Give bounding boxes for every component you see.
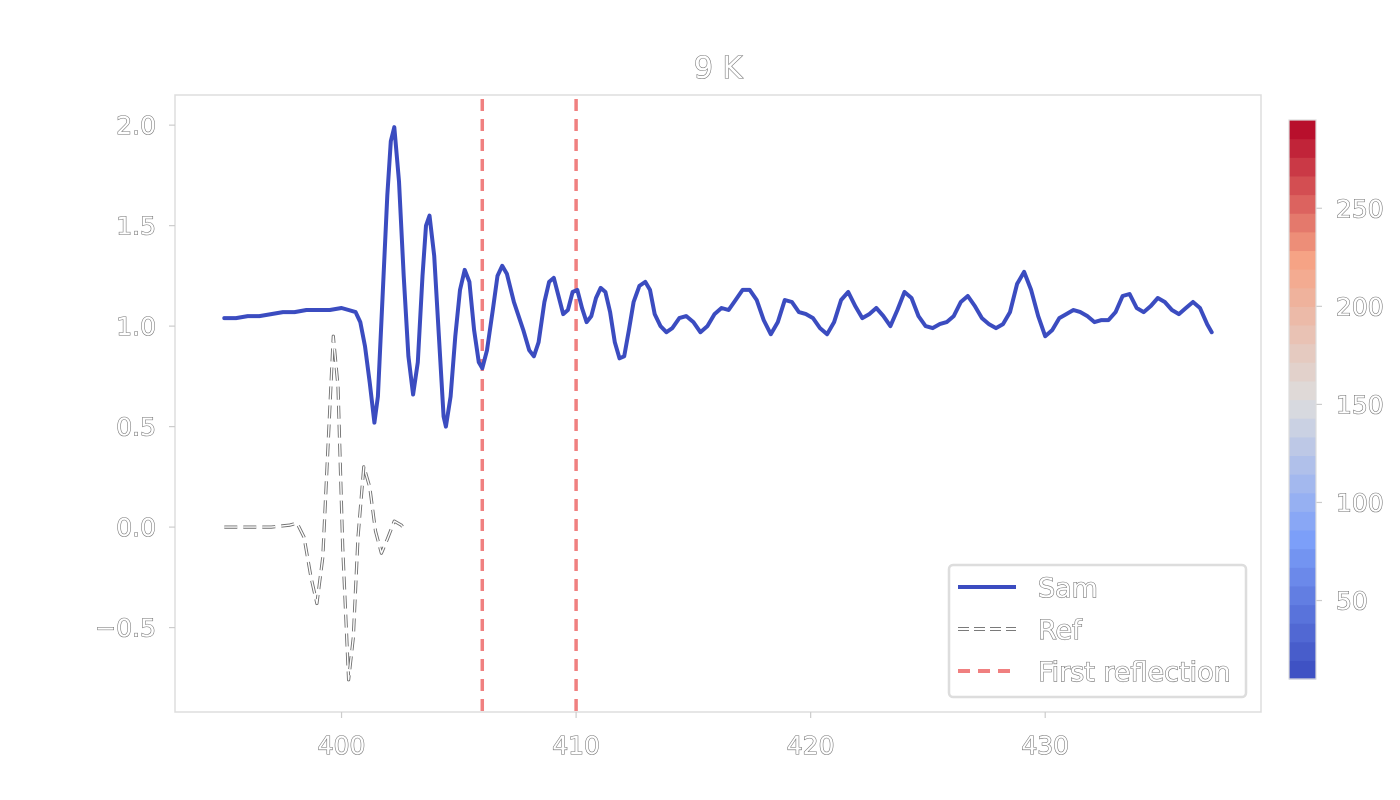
colorbar-band bbox=[1289, 343, 1316, 363]
y-tick-label: 1.0 bbox=[116, 312, 156, 341]
colorbar-band bbox=[1289, 194, 1316, 214]
x-tick-label: 420 bbox=[787, 731, 835, 760]
colorbar-band bbox=[1289, 660, 1316, 680]
colorbar-band bbox=[1289, 548, 1316, 568]
legend-label-ref: Ref bbox=[1038, 615, 1083, 646]
colorbar-tick-label: 100 bbox=[1336, 488, 1384, 517]
colorbar-band bbox=[1289, 399, 1316, 419]
colorbar-band bbox=[1289, 250, 1316, 270]
y-tick-label: −0.5 bbox=[95, 614, 156, 643]
series-sam-line bbox=[222, 125, 1214, 429]
colorbar bbox=[1289, 120, 1316, 680]
colorbar-band bbox=[1289, 120, 1316, 140]
colorbar-band bbox=[1289, 511, 1316, 531]
colorbar-band bbox=[1289, 418, 1316, 438]
colorbar-band bbox=[1289, 175, 1316, 196]
colorbar-band bbox=[1289, 362, 1316, 382]
colorbar-band bbox=[1289, 436, 1316, 456]
colorbar-tick-label: 150 bbox=[1336, 390, 1384, 419]
colorbar-tick-label: 200 bbox=[1336, 292, 1384, 321]
colorbar-band bbox=[1289, 604, 1316, 624]
colorbar-band bbox=[1289, 455, 1316, 475]
legend-label-sam: Sam bbox=[1038, 573, 1098, 604]
colorbar-ticks: 50 100 150 200 250 bbox=[1316, 194, 1384, 616]
colorbar-band bbox=[1289, 623, 1316, 643]
series-ref-line bbox=[224, 335, 407, 681]
colorbar-band bbox=[1289, 324, 1316, 345]
plot-frame bbox=[174, 94, 1262, 713]
colorbar-band bbox=[1289, 213, 1316, 233]
x-tick-label: 400 bbox=[318, 731, 366, 760]
colorbar-band bbox=[1289, 380, 1316, 401]
colorbar-band bbox=[1289, 474, 1316, 494]
x-tick-label: 430 bbox=[1021, 731, 1069, 760]
colorbar-band bbox=[1289, 529, 1316, 550]
colorbar-tick-label: 250 bbox=[1336, 194, 1384, 223]
series-layer bbox=[222, 125, 1214, 682]
colorbar-band bbox=[1289, 567, 1316, 587]
colorbar-band bbox=[1289, 287, 1316, 307]
y-tick-label: 0.0 bbox=[116, 513, 156, 542]
colorbar-frame bbox=[1288, 119, 1317, 680]
colorbar-band bbox=[1289, 138, 1316, 158]
legend-label-first-reflection: First reflection bbox=[1038, 657, 1231, 688]
legend: Sam Ref First reflection bbox=[947, 563, 1248, 699]
y-tick-label: 0.5 bbox=[116, 413, 156, 442]
colorbar-band bbox=[1289, 585, 1316, 606]
chart-title: 9 K bbox=[694, 51, 744, 86]
colorbar-band bbox=[1289, 641, 1316, 661]
colorbar-tick-label: 50 bbox=[1336, 587, 1368, 616]
legend-box bbox=[947, 563, 1248, 699]
y-axis: −0.5 0.0 0.5 1.0 1.5 2.0 bbox=[95, 111, 175, 643]
colorbar-band bbox=[1289, 306, 1316, 326]
y-tick-label: 2.0 bbox=[116, 111, 156, 140]
x-axis: 400 410 420 430 bbox=[317, 712, 1070, 761]
colorbar-band bbox=[1289, 269, 1316, 289]
first-reflection-lines bbox=[480, 99, 578, 712]
colorbar-band bbox=[1289, 231, 1316, 252]
y-tick-label: 1.5 bbox=[116, 212, 156, 241]
colorbar-band bbox=[1289, 157, 1316, 177]
x-tick-label: 410 bbox=[552, 731, 600, 760]
colorbar-band bbox=[1289, 492, 1316, 512]
